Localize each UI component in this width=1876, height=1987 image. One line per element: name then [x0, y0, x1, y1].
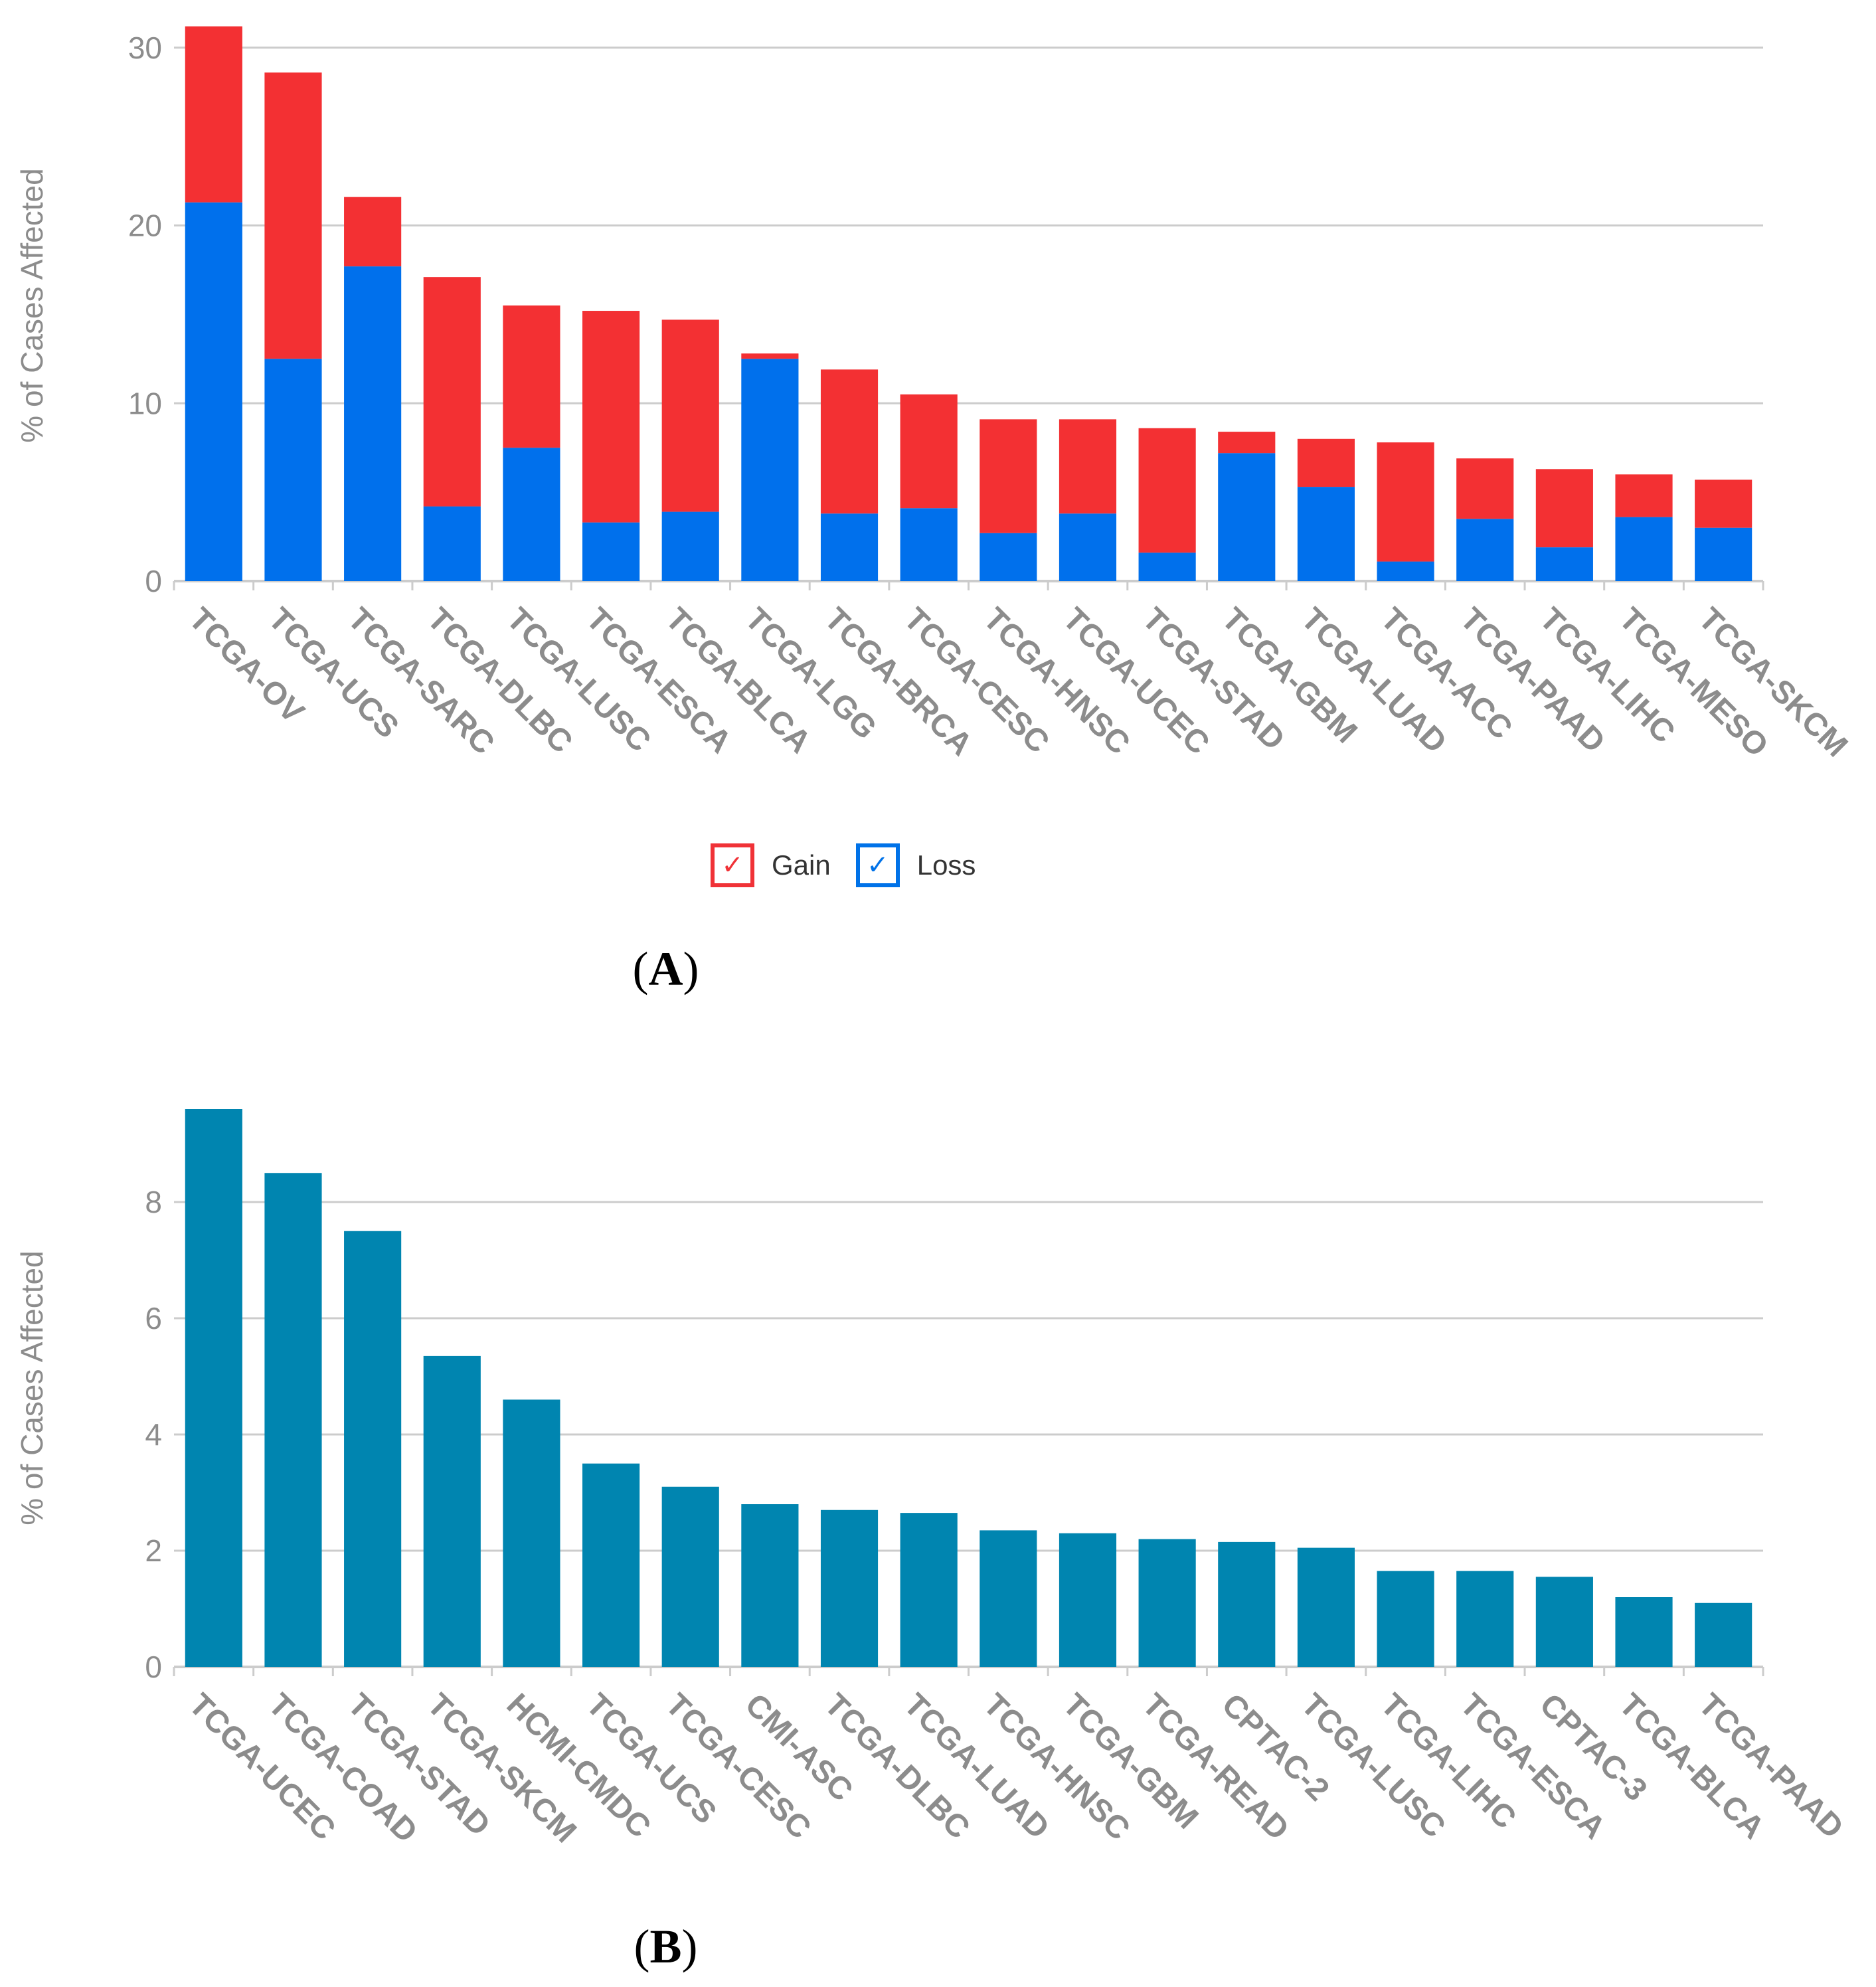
bar-gain-tcga-brca: [820, 369, 879, 514]
bar-loss-tcga-gbm: [1218, 453, 1276, 581]
bar-loss-tcga-stad: [1138, 553, 1196, 581]
bar--of-cases-affected-tcga-lihc: [1377, 1571, 1434, 1667]
bar-gain-tcga-ucs: [264, 72, 322, 359]
bar-loss-tcga-luad: [1297, 487, 1355, 581]
y-tick-label: 8: [145, 1185, 162, 1219]
legend-label-loss: Loss: [916, 849, 976, 881]
y-tick-label: 4: [145, 1417, 162, 1452]
bar--of-cases-affected-cptac-3: [1535, 1577, 1593, 1667]
y-tick-label: 10: [128, 386, 162, 420]
bar-loss-tcga-skcm: [1695, 527, 1752, 581]
bar-loss-tcga-lgg: [741, 359, 799, 581]
bar-gain-tcga-paad: [1456, 458, 1514, 519]
legend: ✓ Gain ✓ Loss: [711, 843, 1001, 887]
bar-loss-tcga-esca: [582, 522, 640, 581]
bar--of-cases-affected-tcga-ucs: [582, 1463, 640, 1667]
bar-gain-tcga-ucec: [1059, 419, 1117, 514]
bar-gain-tcga-ov: [185, 26, 242, 203]
y-tick-label: 0: [145, 564, 162, 598]
bar-gain-tcga-lgg: [741, 353, 799, 359]
bar-loss-tcga-dlbc: [423, 506, 481, 581]
legend-item-gain[interactable]: ✓ Gain: [711, 843, 831, 887]
bar--of-cases-affected-tcga-luad: [900, 1513, 958, 1667]
bar--of-cases-affected-hcmi-cmdc: [503, 1399, 560, 1667]
bar--of-cases-affected-tcga-stad: [344, 1231, 402, 1667]
bar--of-cases-affected-tcga-hnsc: [980, 1530, 1037, 1667]
bar-loss-tcga-ucs: [264, 359, 322, 581]
bar-loss-tcga-hnsc: [980, 533, 1037, 581]
bar-gain-tcga-esca: [582, 311, 640, 523]
bar-loss-tcga-acc: [1377, 561, 1434, 581]
bar--of-cases-affected-tcga-dlbc: [820, 1510, 879, 1667]
loss-checkbox-icon[interactable]: ✓: [855, 843, 900, 887]
bar--of-cases-affected-tcga-cesc: [661, 1486, 719, 1667]
bar--of-cases-affected-tcga-read: [1138, 1539, 1196, 1667]
bar-gain-tcga-meso: [1615, 474, 1673, 517]
bar--of-cases-affected-tcga-coad: [264, 1173, 322, 1667]
bar--of-cases-affected-tcga-lusc: [1297, 1547, 1355, 1667]
bar--of-cases-affected-tcga-gbm: [1059, 1533, 1117, 1667]
y-tick-label: 2: [145, 1533, 162, 1568]
legend-label-gain: Gain: [772, 849, 831, 881]
bar--of-cases-affected-tcga-skcm: [423, 1355, 481, 1667]
gain-checkbox-icon[interactable]: ✓: [711, 843, 754, 887]
bar-gain-tcga-hnsc: [980, 419, 1037, 533]
bar-loss-tcga-brca: [820, 513, 879, 581]
bar--of-cases-affected-tcga-blca: [1615, 1597, 1673, 1667]
panel-label-a: (A): [632, 942, 699, 995]
legend-item-loss[interactable]: ✓ Loss: [855, 843, 976, 887]
bar-loss-tcga-sarc: [344, 266, 402, 581]
y-axis-label: % of Cases Affected: [15, 168, 49, 442]
bar-gain-tcga-gbm: [1218, 432, 1276, 454]
bar-loss-tcga-paad: [1456, 519, 1514, 581]
bar-gain-tcga-sarc: [344, 197, 402, 267]
bar-gain-tcga-lihc: [1535, 469, 1593, 548]
bar--of-cases-affected-tcga-ucec: [185, 1109, 242, 1667]
bar-loss-tcga-meso: [1615, 517, 1673, 581]
bar-loss-tcga-blca: [661, 511, 719, 581]
bar-loss-tcga-ucec: [1059, 513, 1117, 581]
y-tick-label: 0: [145, 1650, 162, 1684]
y-tick-label: 30: [128, 31, 162, 65]
bar--of-cases-affected-tcga-paad: [1695, 1602, 1752, 1667]
bar-loss-tcga-lihc: [1535, 547, 1593, 581]
bar-loss-tcga-lusc: [503, 448, 560, 581]
y-axis-label: % of Cases Affected: [15, 1251, 49, 1525]
bar-gain-tcga-skcm: [1695, 479, 1752, 528]
bar--of-cases-affected-tcga-esca: [1456, 1571, 1514, 1667]
bar-gain-tcga-lusc: [503, 305, 560, 448]
bar-loss-tcga-cesc: [900, 508, 958, 581]
bar-gain-tcga-acc: [1377, 442, 1434, 562]
bar--of-cases-affected-cmi-asc: [741, 1504, 799, 1667]
panel-label-b: (B): [634, 1920, 698, 1973]
y-tick-label: 6: [145, 1301, 162, 1336]
bar-gain-tcga-stad: [1138, 428, 1196, 553]
y-tick-label: 20: [128, 209, 162, 243]
bar-loss-tcga-ov: [185, 202, 242, 581]
bar-gain-tcga-cesc: [900, 394, 958, 509]
bar-gain-tcga-dlbc: [423, 277, 481, 507]
bar-gain-tcga-luad: [1297, 438, 1355, 487]
bar--of-cases-affected-cptac-2: [1218, 1541, 1276, 1667]
bar-gain-tcga-blca: [661, 319, 719, 512]
